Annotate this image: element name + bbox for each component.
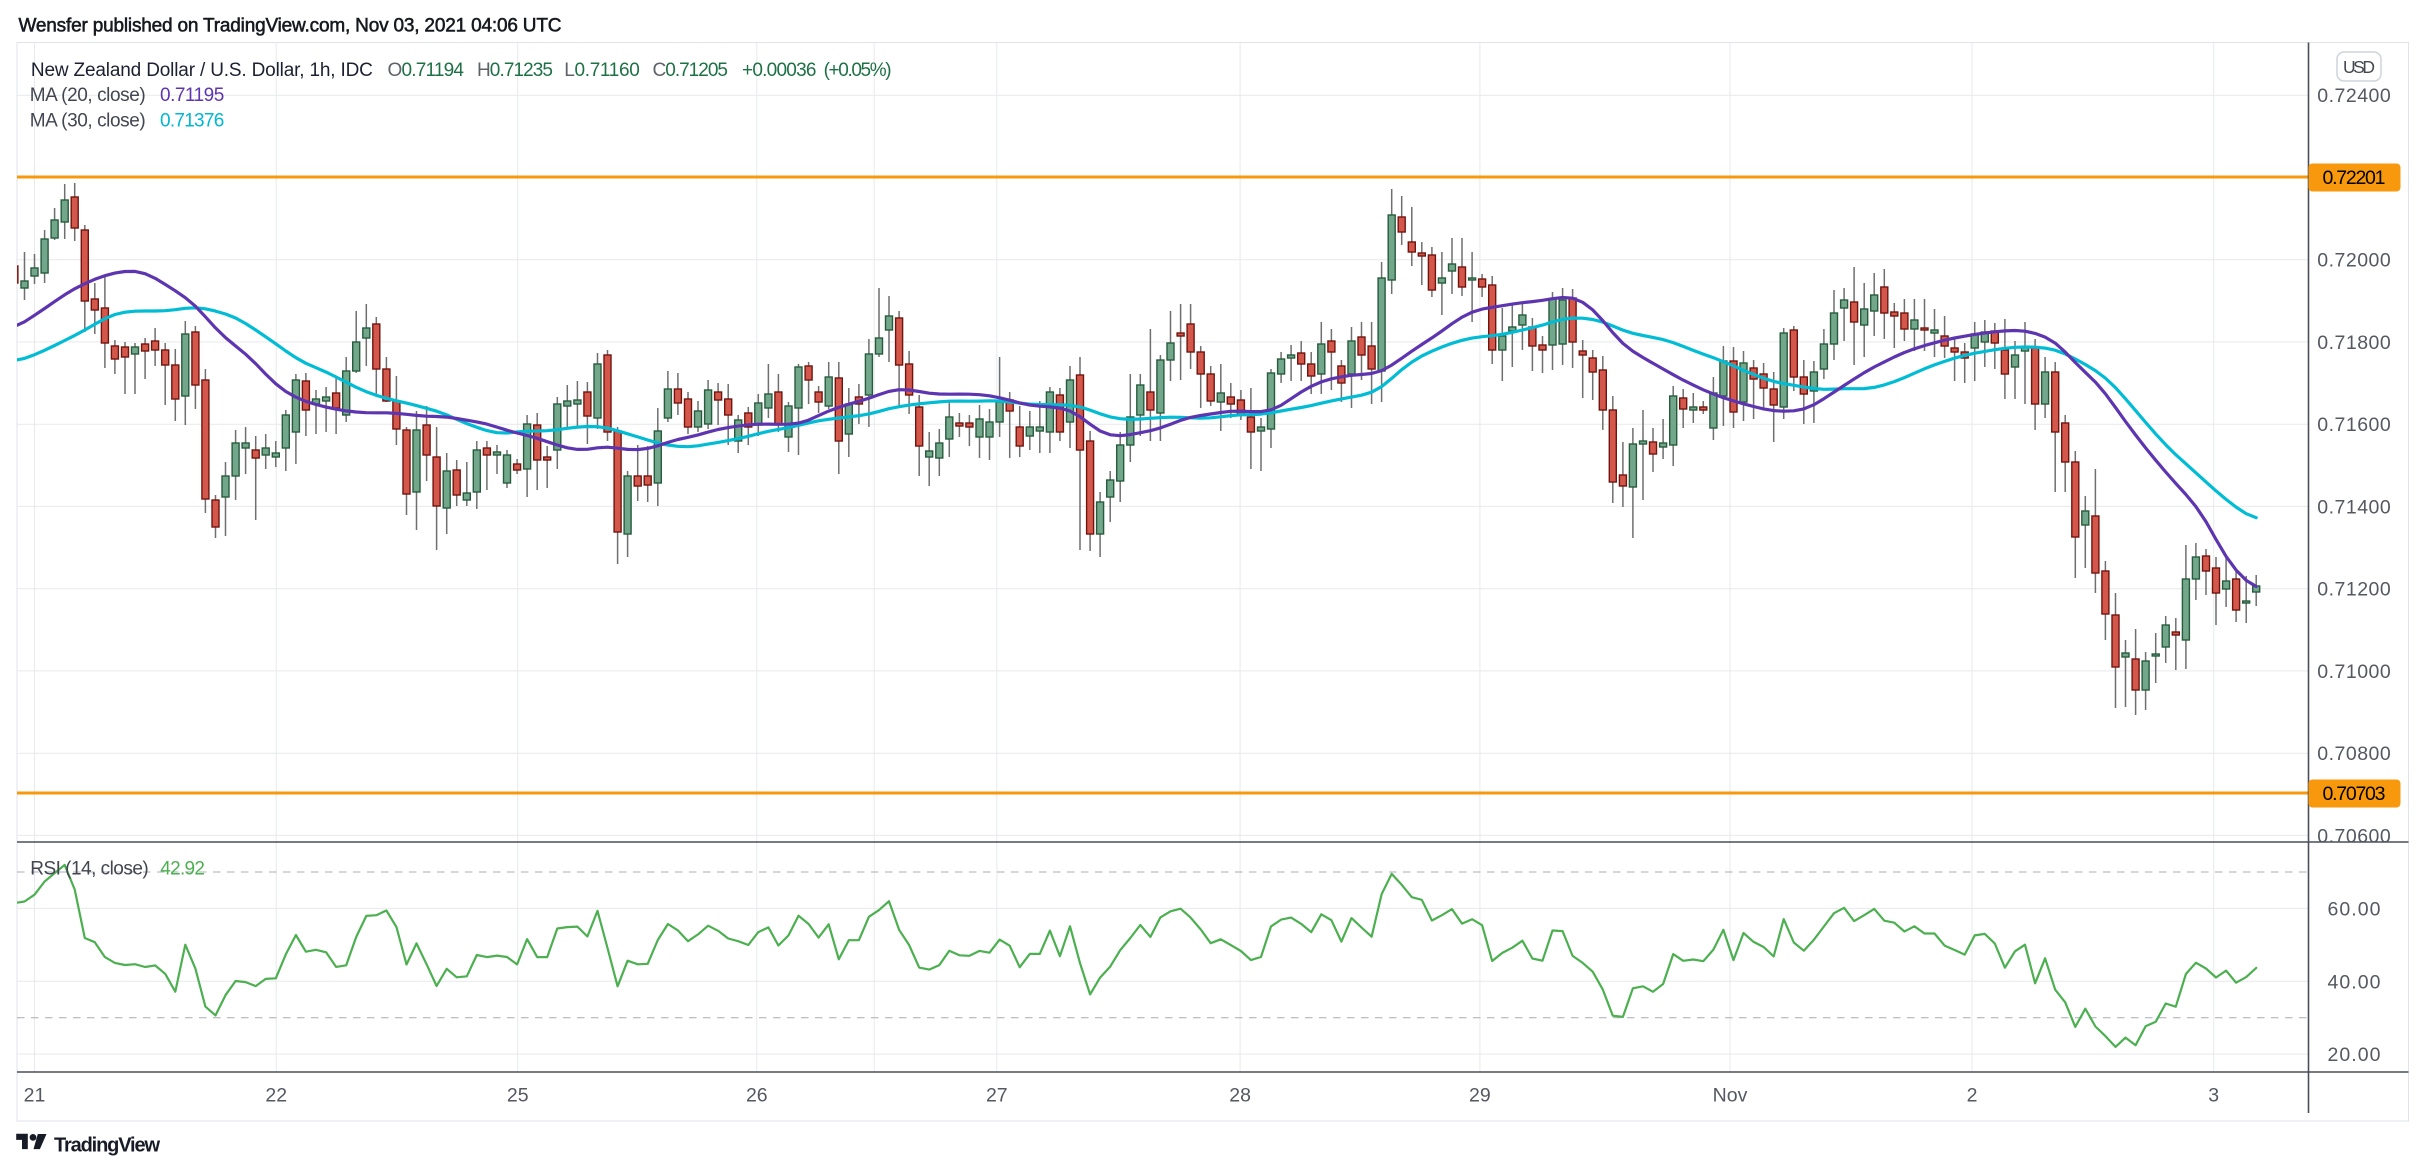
svg-text:H0.71235: H0.71235 [477,60,553,81]
svg-text:0.71400: 0.71400 [2317,496,2391,518]
svg-text:3: 3 [2208,1085,2219,1107]
svg-text:0.71376: 0.71376 [160,111,224,132]
svg-text:40.00: 40.00 [2328,971,2381,993]
svg-text:0.71600: 0.71600 [2317,414,2391,436]
svg-text:29: 29 [1469,1085,1491,1107]
svg-text:0.71195: 0.71195 [160,85,224,106]
svg-text:2: 2 [1967,1085,1978,1107]
svg-text:0.71800: 0.71800 [2317,332,2391,354]
svg-text:Nov: Nov [1713,1085,1748,1107]
svg-text:0.71000: 0.71000 [2317,661,2391,683]
svg-text:MA (20, close): MA (20, close) [30,85,146,106]
svg-text:25: 25 [507,1085,529,1107]
svg-text:28: 28 [1229,1085,1251,1107]
svg-text:New Zealand Dollar / U.S. Doll: New Zealand Dollar / U.S. Dollar, 1h, ID… [31,60,373,81]
svg-text:0.70800: 0.70800 [2317,743,2391,765]
svg-text:0.70600: 0.70600 [2317,825,2391,847]
svg-text:Wensfer published on TradingVi: Wensfer published on TradingView.com, No… [19,16,562,37]
svg-text:42.92: 42.92 [160,859,205,880]
svg-text:L0.71160: L0.71160 [564,60,640,81]
svg-text:MA (30, close): MA (30, close) [30,111,146,132]
svg-text:TradingView: TradingView [54,1135,160,1157]
svg-text:+0.00036: +0.00036 [742,60,817,81]
svg-text:21: 21 [24,1085,46,1107]
svg-text:0.72400: 0.72400 [2317,85,2391,107]
svg-text:RSI (14, close): RSI (14, close) [30,859,148,880]
svg-text:(+0.05%): (+0.05%) [824,60,892,81]
svg-text:0.70703: 0.70703 [2323,783,2386,805]
svg-text:0.72000: 0.72000 [2317,250,2391,272]
svg-text:O0.71194: O0.71194 [388,60,465,81]
svg-text:26: 26 [746,1085,768,1107]
svg-text:20.00: 20.00 [2328,1044,2381,1066]
svg-text:0.71200: 0.71200 [2317,579,2391,601]
svg-text:0.72201: 0.72201 [2323,167,2386,189]
svg-text:C0.71205: C0.71205 [653,60,729,81]
svg-text:60.00: 60.00 [2328,898,2381,920]
svg-text:27: 27 [986,1085,1008,1107]
svg-text:USD: USD [2343,57,2375,77]
svg-text:22: 22 [265,1085,287,1107]
